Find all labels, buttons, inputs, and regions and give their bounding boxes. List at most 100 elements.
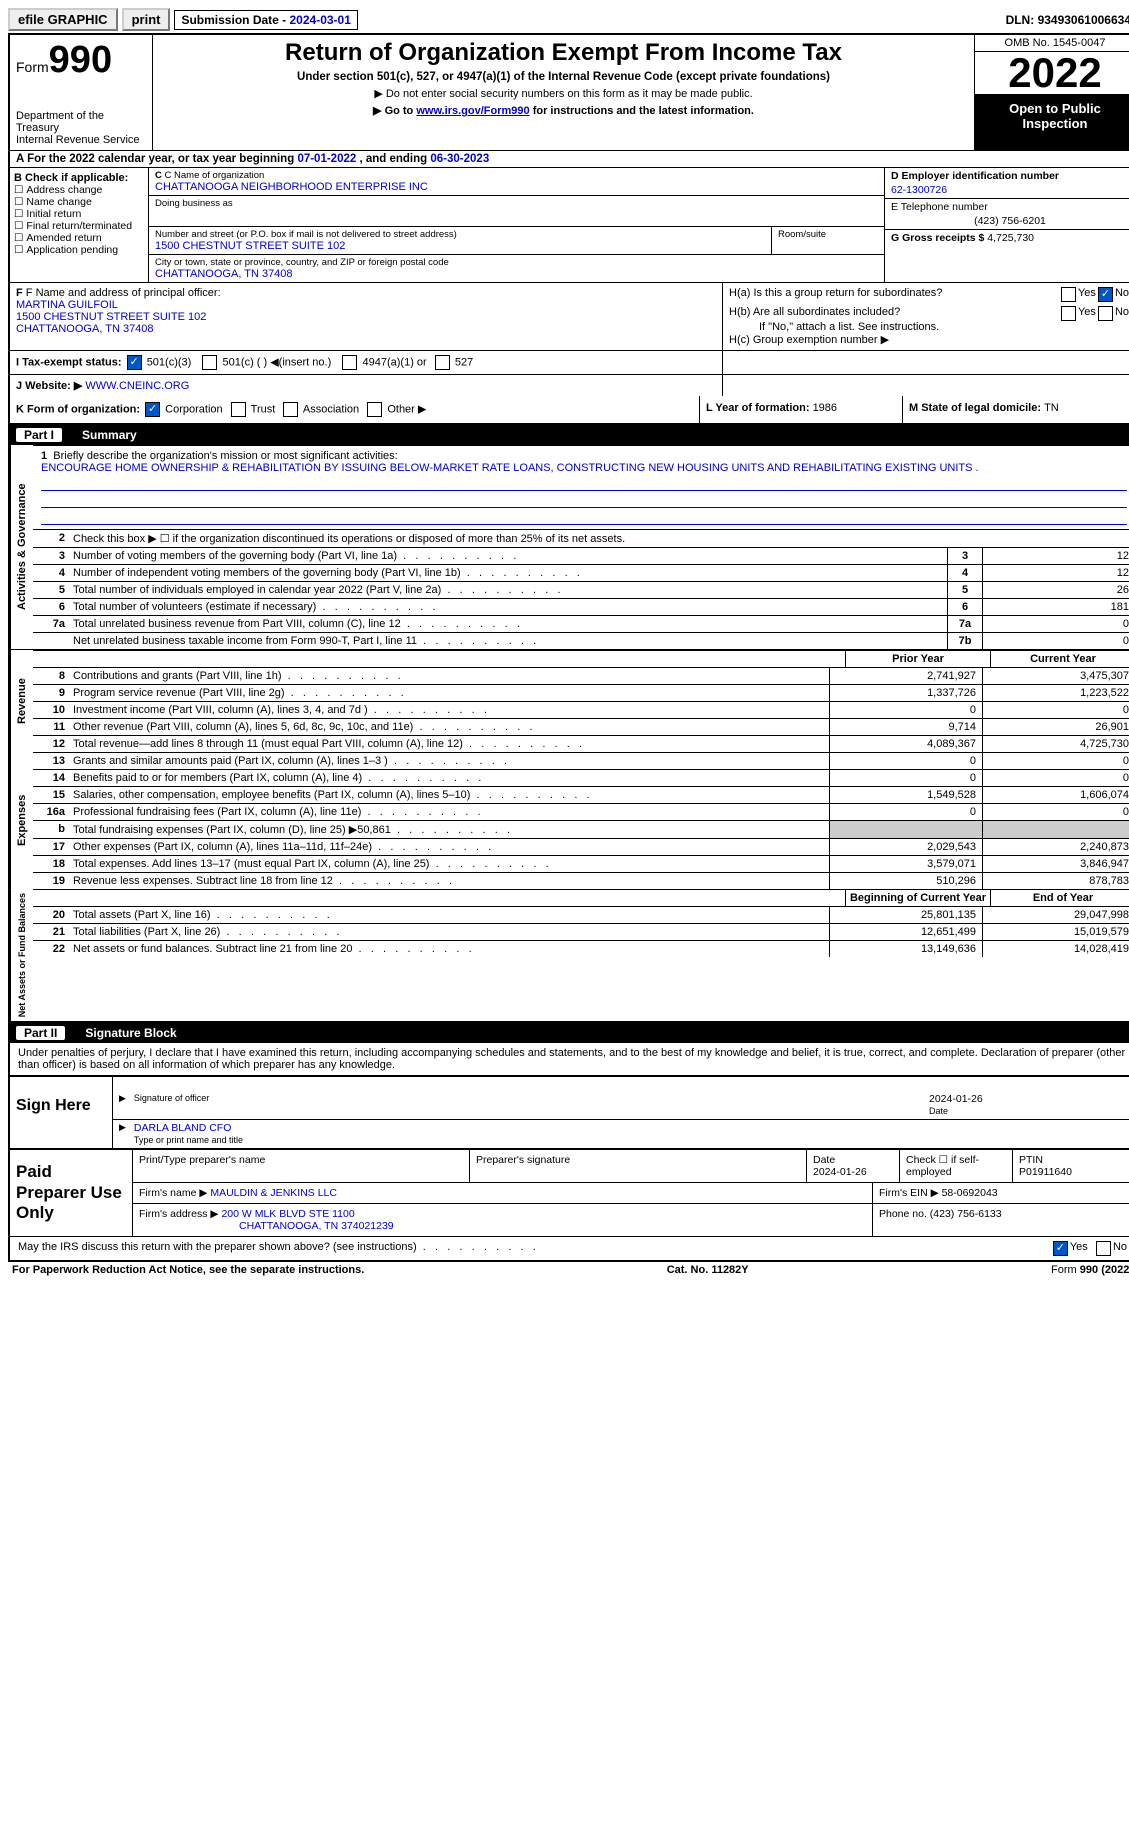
summary-row: Net unrelated business taxable income fr…	[33, 632, 1129, 649]
form-title: Return of Organization Exempt From Incom…	[161, 39, 966, 67]
part1-header: Part I Summary	[8, 425, 1129, 445]
summary-row: 10Investment income (Part VIII, column (…	[33, 701, 1129, 718]
ptin-value: P01911640	[1019, 1166, 1072, 1178]
row-a-period: A For the 2022 calendar year, or tax yea…	[8, 150, 1129, 167]
summary-row: 19Revenue less expenses. Subtract line 1…	[33, 872, 1129, 889]
officer-name: MARTINA GUILFOIL	[16, 299, 716, 311]
summary-row: 16aProfessional fundraising fees (Part I…	[33, 803, 1129, 820]
dba-label: Doing business as	[155, 198, 878, 209]
part2-header: Part II Signature Block	[8, 1023, 1129, 1043]
checkbox-item: Name change	[14, 196, 144, 208]
dln: DLN: 93493061006634	[1000, 11, 1129, 29]
checkbox-item: Amended return	[14, 232, 144, 244]
block-b: B Check if applicable: Address changeNam…	[10, 168, 149, 282]
prep-date: 2024-01-26	[813, 1166, 867, 1178]
501c3-check	[127, 355, 142, 370]
signer-name: DARLA BLAND CFO	[134, 1122, 231, 1134]
tel-label: E Telephone number	[891, 201, 988, 213]
checkbox-item: Initial return	[14, 208, 144, 220]
row-j: J Website: ▶ WWW.CNEINC.ORG	[8, 375, 1129, 396]
summary-row: 22Net assets or fund balances. Subtract …	[33, 940, 1129, 957]
hb-note: If "No," attach a list. See instructions…	[759, 321, 1129, 333]
summary-row: 15Salaries, other compensation, employee…	[33, 786, 1129, 803]
officer-addr2: CHATTANOOGA, TN 37408	[16, 323, 716, 335]
discuss-row: May the IRS discuss this return with the…	[8, 1237, 1129, 1262]
website-value: WWW.CNEINC.ORG	[85, 380, 189, 392]
firm-phone: (423) 756-6133	[930, 1208, 1002, 1220]
officer-label: F Name and address of principal officer:	[26, 287, 221, 299]
row-fh: F F Name and address of principal office…	[8, 283, 1129, 351]
col-prior: Prior Year	[845, 651, 990, 667]
summary-row: 14Benefits paid to or for members (Part …	[33, 769, 1129, 786]
city-value: CHATTANOOGA, TN 37408	[155, 268, 878, 280]
efile-button[interactable]: efile GRAPHIC	[8, 8, 118, 31]
summary-row: 13Grants and similar amounts paid (Part …	[33, 752, 1129, 769]
sign-here-block: Sign Here Signature of officer 2024-01-2…	[8, 1077, 1129, 1150]
summary-row: bTotal fundraising expenses (Part IX, co…	[33, 820, 1129, 838]
corp-check	[145, 402, 160, 417]
summary-row: 12Total revenue—add lines 8 through 11 (…	[33, 735, 1129, 752]
form-number: Form990	[16, 39, 146, 82]
sig-officer-label: Signature of officer	[134, 1093, 929, 1117]
summary-row: 17Other expenses (Part IX, column (A), l…	[33, 838, 1129, 855]
row-i: I Tax-exempt status: 501(c)(3) 501(c) ( …	[8, 351, 1129, 375]
vtab-expenses: Expenses	[10, 752, 33, 889]
row-k: K Form of organization: Corporation Trus…	[8, 396, 1129, 425]
topbar: efile GRAPHIC print Submission Date - 20…	[8, 8, 1129, 31]
irs-link[interactable]: www.irs.gov/Form990	[416, 105, 529, 117]
line2: Check this box ▶ ☐ if the organization d…	[69, 530, 1129, 547]
mission-label: Briefly describe the organization's miss…	[53, 450, 397, 462]
signature-intro: Under penalties of perjury, I declare th…	[8, 1043, 1129, 1077]
hc-label: H(c) Group exemption number ▶	[729, 333, 1129, 346]
page-footer: For Paperwork Reduction Act Notice, see …	[8, 1262, 1129, 1278]
street-address: 1500 CHESTNUT STREET SUITE 102	[155, 240, 765, 252]
gross-value: 4,725,730	[987, 232, 1034, 244]
open-inspection: Open to Public Inspection	[975, 95, 1129, 150]
city-label: City or town, state or province, country…	[155, 257, 878, 268]
submission-date: Submission Date - 2024-03-01	[174, 10, 357, 30]
org-name-label: C Name of organization	[165, 170, 265, 181]
summary-row: 20Total assets (Part X, line 16)25,801,1…	[33, 906, 1129, 923]
checkbox-item: Final return/terminated	[14, 220, 144, 232]
note-ssn: ▶ Do not enter social security numbers o…	[161, 87, 966, 100]
vtab-governance: Activities & Governance	[10, 445, 33, 649]
street-label: Number and street (or P.O. box if mail i…	[155, 229, 765, 240]
room-label: Room/suite	[778, 229, 878, 240]
summary-row: 4Number of independent voting members of…	[33, 564, 1129, 581]
summary-row: 18Total expenses. Add lines 13–17 (must …	[33, 855, 1129, 872]
officer-addr1: 1500 CHESTNUT STREET SUITE 102	[16, 311, 716, 323]
print-button[interactable]: print	[122, 8, 171, 31]
discuss-yes-check	[1053, 1241, 1068, 1256]
dept-label: Department of the Treasury	[16, 110, 146, 134]
summary-row: 3Number of voting members of the governi…	[33, 547, 1129, 564]
form-header: Form990 Department of the Treasury Inter…	[8, 33, 1129, 150]
ha-label: H(a) Is this a group return for subordin…	[729, 287, 1059, 302]
ha-no-check	[1098, 287, 1113, 302]
identity-block: B Check if applicable: Address changeNam…	[8, 167, 1129, 283]
vtab-netassets: Net Assets or Fund Balances	[10, 889, 33, 1021]
tax-year: 2022	[975, 52, 1129, 95]
checkbox-item: Application pending	[14, 244, 144, 256]
firm-addr: 200 W MLK BLVD STE 1100	[221, 1208, 354, 1220]
summary-row: 7aTotal unrelated business revenue from …	[33, 615, 1129, 632]
summary-row: 11Other revenue (Part VIII, column (A), …	[33, 718, 1129, 735]
mission-text: ENCOURAGE HOME OWNERSHIP & REHABILITATIO…	[41, 462, 979, 474]
summary-row: 6Total number of volunteers (estimate if…	[33, 598, 1129, 615]
note-link: ▶ Go to www.irs.gov/Form990 for instruct…	[161, 104, 966, 117]
form-subtitle: Under section 501(c), 527, or 4947(a)(1)…	[161, 71, 966, 83]
self-employed-check: Check ☐ if self-employed	[906, 1154, 979, 1178]
col-beginning: Beginning of Current Year	[845, 890, 990, 906]
paid-preparer-block: Paid Preparer Use Only Print/Type prepar…	[8, 1150, 1129, 1237]
gross-label: G Gross receipts $	[891, 232, 987, 244]
summary-row: 8Contributions and grants (Part VIII, li…	[33, 667, 1129, 684]
vtab-revenue: Revenue	[10, 650, 33, 752]
summary-row: 5Total number of individuals employed in…	[33, 581, 1129, 598]
checkbox-item: Address change	[14, 184, 144, 196]
col-current: Current Year	[990, 651, 1129, 667]
col-end: End of Year	[990, 890, 1129, 906]
summary-row: 21Total liabilities (Part X, line 26)12,…	[33, 923, 1129, 940]
summary-row: 9Program service revenue (Part VIII, lin…	[33, 684, 1129, 701]
ein-value: 62-1300726	[891, 184, 1129, 196]
firm-name: MAULDIN & JENKINS LLC	[210, 1187, 337, 1199]
ein-label: D Employer identification number	[891, 170, 1059, 182]
